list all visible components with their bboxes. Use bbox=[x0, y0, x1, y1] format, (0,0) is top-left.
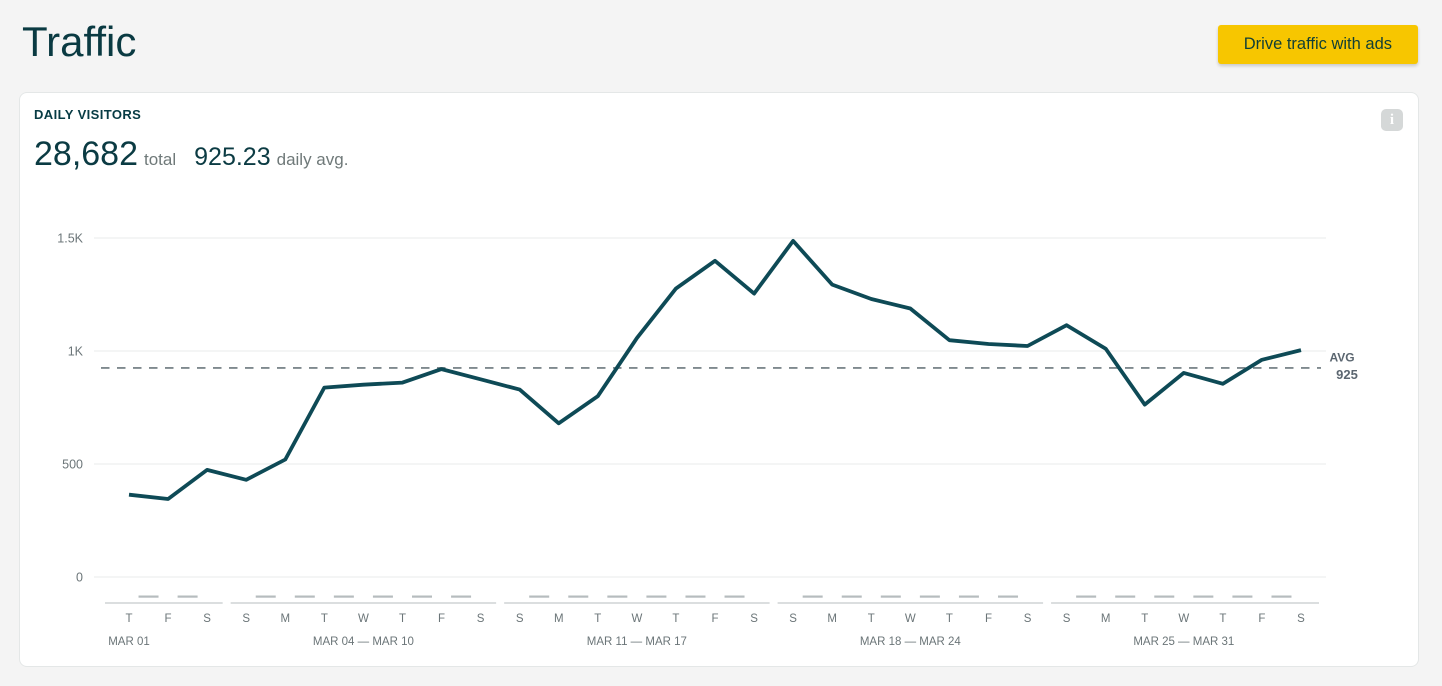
daily-avg-label: daily avg. bbox=[276, 150, 349, 169]
day-tick bbox=[568, 595, 589, 598]
day-letter: W bbox=[1178, 613, 1189, 625]
drive-traffic-with-ads-button[interactable]: Drive traffic with ads bbox=[1217, 25, 1418, 64]
day-letter: T bbox=[321, 613, 328, 625]
day-letter: S bbox=[1297, 613, 1305, 625]
day-letter: S bbox=[203, 613, 211, 625]
page-header: Traffic Drive traffic with ads bbox=[0, 0, 1442, 92]
day-tick bbox=[138, 595, 159, 598]
day-letter: T bbox=[594, 613, 601, 625]
day-tick bbox=[529, 595, 550, 598]
day-letter: S bbox=[1024, 613, 1032, 625]
day-tick bbox=[1271, 595, 1292, 598]
day-tick bbox=[1193, 595, 1214, 598]
day-letter: T bbox=[399, 613, 406, 625]
day-letter: S bbox=[477, 613, 485, 625]
week-range-label: MAR 25 — MAR 31 bbox=[1133, 636, 1234, 648]
day-tick bbox=[802, 595, 823, 598]
day-letter: T bbox=[125, 613, 132, 625]
day-tick bbox=[1115, 595, 1136, 598]
total-visitors-label: total bbox=[144, 150, 177, 169]
day-tick bbox=[685, 595, 706, 598]
week-range-label: MAR 18 — MAR 24 bbox=[860, 636, 962, 648]
day-letter: T bbox=[1141, 613, 1148, 625]
y-axis-tick-label: 1.5K bbox=[57, 232, 83, 246]
day-letter: W bbox=[631, 613, 642, 625]
day-letter: M bbox=[827, 613, 837, 625]
day-letter: T bbox=[1219, 613, 1226, 625]
day-letter: M bbox=[280, 613, 290, 625]
day-letter: S bbox=[789, 613, 797, 625]
daily-visitors-chart[interactable]: 1.5K 1K 500 0 AVG 925 T F S MAR 01 S M T W T F S MAR 04 —… bbox=[20, 93, 1418, 666]
day-letter: M bbox=[554, 613, 564, 625]
day-tick bbox=[998, 595, 1019, 598]
day-tick bbox=[412, 595, 433, 598]
day-letter: T bbox=[868, 613, 875, 625]
day-letter: W bbox=[358, 613, 369, 625]
day-tick bbox=[255, 595, 276, 598]
avg-value: 925 bbox=[1336, 367, 1358, 382]
day-letter: S bbox=[1063, 613, 1071, 625]
day-tick bbox=[1076, 595, 1097, 598]
day-tick bbox=[1154, 595, 1175, 598]
day-tick bbox=[372, 595, 393, 598]
page-title: Traffic bbox=[22, 18, 137, 65]
day-tick bbox=[607, 595, 628, 598]
day-tick bbox=[841, 595, 862, 598]
day-letter: S bbox=[516, 613, 524, 625]
week-range-label: MAR 01 bbox=[108, 636, 150, 648]
day-letter: W bbox=[905, 613, 916, 625]
day-tick bbox=[724, 595, 745, 598]
week-range-label: MAR 04 — MAR 10 bbox=[313, 636, 414, 648]
day-tick bbox=[958, 595, 979, 598]
day-tick bbox=[1232, 595, 1253, 598]
day-letter: F bbox=[165, 613, 172, 625]
day-tick bbox=[646, 595, 667, 598]
y-axis-tick-label: 1K bbox=[68, 345, 84, 359]
week-range-label: MAR 11 — MAR 17 bbox=[587, 636, 687, 648]
y-axis-tick-label: 0 bbox=[76, 571, 83, 585]
info-icon[interactable]: i bbox=[1381, 109, 1403, 131]
total-visitors-value: 28,682 bbox=[34, 135, 138, 173]
info-icon-glyph: i bbox=[1389, 111, 1395, 128]
section-label: DAILY VISITORS bbox=[34, 107, 142, 122]
day-tick bbox=[880, 595, 901, 598]
day-letter: S bbox=[242, 613, 250, 625]
day-letter: F bbox=[711, 613, 718, 625]
stats-row: 28,682 total 925.23 daily avg. bbox=[34, 135, 348, 174]
daily-visitors-card: DAILY VISITORS 28,682 total 925.23 daily… bbox=[19, 92, 1419, 667]
avg-label: AVG bbox=[1329, 350, 1354, 364]
day-letter: F bbox=[985, 613, 992, 625]
day-letter: T bbox=[672, 613, 679, 625]
day-tick bbox=[451, 595, 472, 598]
day-tick bbox=[919, 595, 940, 598]
daily-avg-value: 925.23 bbox=[194, 143, 271, 171]
day-letter: M bbox=[1101, 613, 1111, 625]
daily-visitors-header: DAILY VISITORS 28,682 total 925.23 daily… bbox=[34, 107, 348, 174]
y-axis-tick-label: 500 bbox=[62, 458, 83, 472]
day-letter: T bbox=[946, 613, 953, 625]
day-tick bbox=[333, 595, 354, 598]
day-tick bbox=[294, 595, 315, 598]
day-letter: F bbox=[1258, 613, 1265, 625]
day-letter: F bbox=[438, 613, 445, 625]
day-letter: S bbox=[750, 613, 758, 625]
day-tick bbox=[177, 595, 198, 598]
traffic-line[interactable] bbox=[128, 238, 1302, 501]
